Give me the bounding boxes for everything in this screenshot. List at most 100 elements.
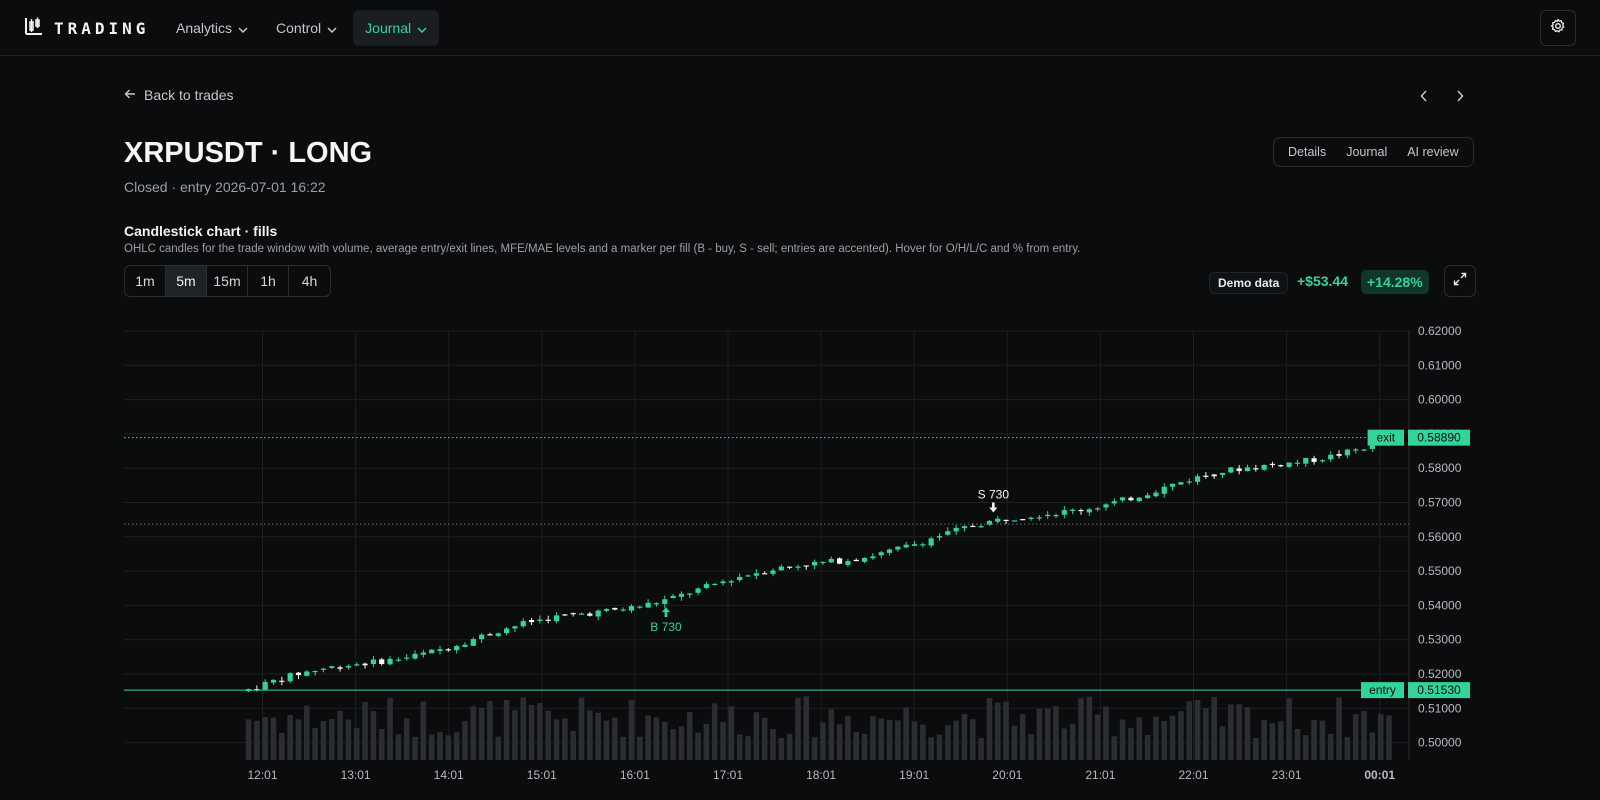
volume-bar <box>878 718 885 760</box>
candle-body <box>1120 497 1126 501</box>
x-tick-label: 17:01 <box>713 768 743 782</box>
volume-bar <box>487 700 493 760</box>
volume-bar <box>1178 711 1184 760</box>
volume-bar <box>1053 706 1059 760</box>
candle-body <box>412 653 418 659</box>
x-tick-label: 13:01 <box>341 768 371 782</box>
candle-body <box>687 593 693 595</box>
volume-bar <box>1186 701 1193 760</box>
trade-status-subtitle: Closed · entry 2026-07-01 16:22 <box>124 179 326 195</box>
volume-bar <box>986 698 993 760</box>
volume-bar <box>653 717 660 760</box>
candle-body <box>312 670 318 673</box>
tab-journal[interactable]: Journal <box>1346 145 1388 159</box>
candle-body <box>703 584 709 588</box>
nav-item-control[interactable]: Control <box>264 10 349 46</box>
volume-bar <box>304 705 310 760</box>
volume-bar <box>936 734 943 760</box>
candle-body <box>845 561 851 565</box>
volume-bar <box>895 720 901 760</box>
candle-body <box>1020 519 1026 521</box>
nav-item-journal[interactable]: Journal <box>353 10 440 46</box>
candle-body <box>762 573 768 575</box>
volume-bar <box>587 710 593 760</box>
candle-body <box>895 546 901 550</box>
back-to-trades-link[interactable]: Back to trades <box>124 87 234 103</box>
settings-button[interactable] <box>1540 10 1576 46</box>
volume-bar <box>736 734 743 760</box>
candle-body <box>603 609 610 611</box>
candle-body <box>637 606 643 608</box>
volume-bar <box>820 722 826 760</box>
volume-bar <box>403 718 410 760</box>
volume-bar <box>345 719 352 760</box>
volume-bar <box>1377 714 1384 760</box>
main-nav: Analytics Control Journal <box>164 10 440 46</box>
buy-marker-label: B 730 <box>650 620 682 634</box>
candlestick-logo-icon <box>24 16 44 41</box>
fullscreen-button[interactable] <box>1444 265 1476 297</box>
candle-body <box>370 659 377 665</box>
tab-details[interactable]: Details <box>1288 145 1327 159</box>
candle-body <box>836 558 843 564</box>
candle-body <box>1211 474 1217 477</box>
volume-bar <box>978 737 984 760</box>
candle-body <box>878 552 884 556</box>
timeframe-1h-button[interactable]: 1h <box>248 266 289 296</box>
candle-body <box>545 619 551 621</box>
volume-bar <box>1319 720 1326 760</box>
timeframe-4h-button[interactable]: 4h <box>301 273 318 289</box>
nav-label: Control <box>276 20 322 36</box>
candle-body <box>429 649 435 654</box>
volume-bar <box>703 723 710 760</box>
volume-bar <box>478 707 485 760</box>
candle-body <box>553 615 560 622</box>
demo-data-badge: Demo data <box>1209 272 1289 294</box>
timeframe-5m-button[interactable]: 5m <box>166 266 207 296</box>
candle-body <box>886 549 893 553</box>
candles <box>245 436 1392 693</box>
previous-trade-button[interactable] <box>1412 86 1436 106</box>
candle-body <box>362 663 368 666</box>
candle-body <box>1169 483 1176 487</box>
volume-bar <box>245 719 252 760</box>
candle-body <box>1244 467 1251 472</box>
y-tick-label: 0.61000 <box>1418 358 1462 372</box>
candle-body <box>420 652 426 655</box>
volume-bar <box>1352 714 1359 760</box>
volume-bar <box>828 709 835 760</box>
volume-bar <box>1044 708 1051 760</box>
exit-price-tag <box>1408 429 1470 446</box>
candle-body <box>1219 472 1226 475</box>
volume-bar <box>453 732 460 760</box>
sell-marker-label: S 730 <box>978 487 1010 501</box>
volume-bar <box>886 719 893 760</box>
next-trade-button[interactable] <box>1448 86 1472 106</box>
y-tick-label: 0.60000 <box>1418 393 1462 407</box>
volume-bar <box>1311 719 1317 760</box>
volume-bar <box>861 733 868 760</box>
timeframe-15m-button[interactable]: 15m <box>207 266 248 296</box>
timeframe-1m-button[interactable]: 1m <box>125 266 166 296</box>
volume-bar <box>595 712 601 760</box>
candle-body <box>628 606 635 611</box>
chart-section-description: OHLC candles for the trade window with v… <box>124 243 1081 255</box>
volume-bar <box>1011 725 1018 760</box>
chevron-down-icon <box>417 20 427 36</box>
candle-body <box>295 672 302 676</box>
candle-body <box>712 583 718 586</box>
volume-bar <box>503 699 510 760</box>
volume-bar <box>711 703 718 760</box>
candle-body <box>612 607 618 610</box>
volume-bar <box>353 728 360 760</box>
nav-item-analytics[interactable]: Analytics <box>164 10 260 46</box>
volume-bar <box>753 712 760 760</box>
brand-logo[interactable]: TRADING <box>24 16 149 41</box>
candle-body <box>953 527 959 532</box>
volume-bar <box>1019 714 1026 760</box>
x-tick-label: 22:01 <box>1178 768 1208 782</box>
volume-bar <box>1136 717 1143 760</box>
volume-bar <box>603 720 610 760</box>
tab-ai-review[interactable]: AI review <box>1407 145 1459 159</box>
